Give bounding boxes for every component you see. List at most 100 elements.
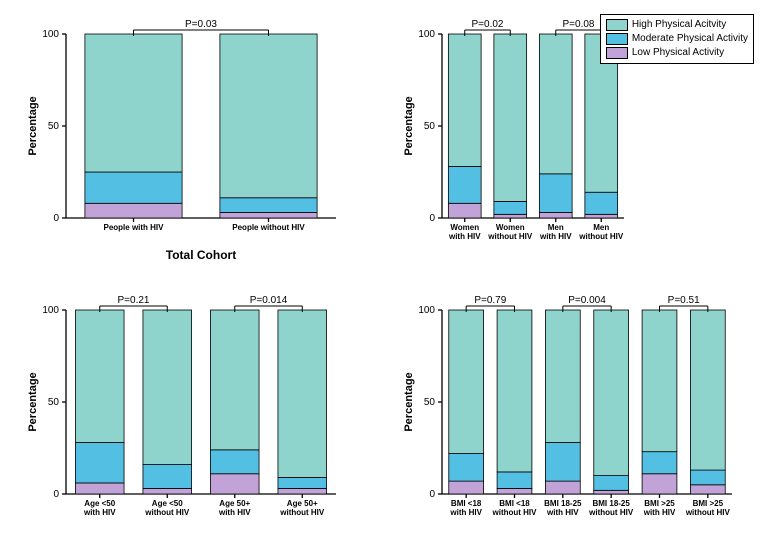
bar-mod (594, 476, 629, 491)
p-value-label: P=0.21 (118, 295, 150, 306)
p-value-label: P=0.51 (668, 295, 700, 306)
legend-label-high: High Physical Acitvity (632, 18, 726, 32)
x-tick-label: without HIV (487, 232, 533, 241)
x-tick-label: without HIV (685, 508, 731, 517)
x-tick-label: without HIV (144, 508, 190, 517)
bar-low (539, 212, 572, 218)
bar-mod (449, 454, 484, 482)
panel-p4: 050100PercentageBMI <18with HIVBMI <18wi… (398, 290, 738, 530)
y-axis-label: Percentage (403, 96, 415, 155)
x-tick-label: BMI <18 (499, 499, 530, 508)
bar-mod (497, 472, 532, 489)
bar-mod (494, 201, 527, 214)
bar-low (497, 488, 532, 494)
svg-text:100: 100 (418, 29, 435, 40)
p-value-label: P=0.004 (568, 295, 606, 306)
bar-high (642, 310, 677, 452)
legend-item-high: High Physical Acitvity (606, 18, 748, 32)
legend-item-low: Low Physical Activity (606, 46, 748, 60)
chart-p3: 050100PercentageAge <50with HIVAge <50wi… (22, 290, 342, 530)
bar-low (494, 214, 527, 218)
bar-mod (143, 465, 192, 489)
x-tick-label: BMI 18-25 (592, 499, 630, 508)
panel-p2: 050100PercentageWomenwith HIVWomenwithou… (398, 14, 630, 254)
bar-high (449, 310, 484, 454)
bar-mod (278, 477, 327, 488)
bar-mod (585, 192, 618, 214)
x-tick-label: with HIV (449, 508, 482, 517)
legend-label-moderate: Moderate Physical Activity (632, 32, 748, 46)
y-axis-label: Percentage (403, 372, 415, 431)
x-tick-label: with HIV (643, 508, 676, 517)
svg-text:50: 50 (48, 121, 60, 132)
svg-text:50: 50 (424, 397, 436, 408)
figure: { "colors":{ "high":"#8fd4cc", "moderate… (0, 0, 760, 541)
bar-high (448, 34, 481, 166)
bar-mod (642, 452, 677, 474)
legend-item-moderate: Moderate Physical Activity (606, 32, 748, 46)
svg-text:0: 0 (429, 489, 435, 500)
bar-low (449, 481, 484, 494)
bar-mod (220, 198, 317, 213)
y-axis-label: Percentage (27, 372, 39, 431)
bar-mod (85, 172, 182, 203)
bar-mod (539, 174, 572, 213)
x-tick-label: BMI 18-25 (544, 499, 582, 508)
bar-mod (545, 442, 580, 481)
x-tick-label: Women (450, 223, 479, 232)
bar-high (545, 310, 580, 442)
x-tick-label: BMI >25 (693, 499, 724, 508)
legend: High Physical Acitvity Moderate Physical… (600, 14, 754, 64)
panel-p3: 050100PercentageAge <50with HIVAge <50wi… (22, 290, 342, 530)
x-tick-label: with HIV (546, 508, 579, 517)
chart-p1: 050100PercentagePeople with HIVPeople wi… (22, 14, 342, 254)
p-value-label: P=0.02 (472, 19, 504, 30)
bar-mod (690, 470, 725, 485)
bar-high (220, 34, 317, 198)
svg-text:50: 50 (48, 397, 60, 408)
bar-low (143, 488, 192, 494)
p-value-label: P=0.08 (563, 19, 595, 30)
x-tick-label: BMI >25 (644, 499, 675, 508)
p-value-label: P=0.014 (250, 295, 288, 306)
svg-text:0: 0 (429, 213, 435, 224)
x-tick-label: Men (548, 223, 564, 232)
bar-high (278, 310, 327, 477)
bar-low (220, 212, 317, 218)
svg-text:100: 100 (42, 29, 59, 40)
bar-high (143, 310, 192, 465)
bar-low (278, 488, 327, 494)
bar-high (210, 310, 259, 450)
x-tick-label: Age 50+ (219, 499, 250, 508)
x-tick-label: People with HIV (103, 223, 164, 232)
legend-swatch-low (606, 47, 628, 59)
p-value-label: P=0.79 (474, 295, 506, 306)
x-tick-label: People without HIV (232, 223, 305, 232)
panel-subtitle: Total Cohort (66, 248, 336, 262)
bar-high (497, 310, 532, 472)
bar-low (690, 485, 725, 494)
x-tick-label: with HIV (218, 508, 251, 517)
x-tick-label: Men (593, 223, 609, 232)
x-tick-label: with HIV (83, 508, 116, 517)
panel-p1: 050100PercentagePeople with HIVPeople wi… (22, 14, 342, 254)
x-tick-label: Age 50+ (287, 499, 318, 508)
legend-swatch-high (606, 19, 628, 31)
p-value-label: P=0.03 (185, 19, 217, 30)
svg-text:100: 100 (42, 305, 59, 316)
bar-mod (75, 442, 124, 482)
x-tick-label: with HIV (539, 232, 572, 241)
y-axis-label: Percentage (27, 96, 39, 155)
bar-low (75, 483, 124, 494)
x-tick-label: with HIV (448, 232, 481, 241)
bar-high (494, 34, 527, 201)
x-tick-label: without HIV (492, 508, 538, 517)
svg-text:0: 0 (53, 489, 59, 500)
bar-high (594, 310, 629, 476)
bar-low (210, 474, 259, 494)
bar-low (85, 203, 182, 218)
bar-low (448, 203, 481, 218)
x-tick-label: Age <50 (152, 499, 183, 508)
bar-low (642, 474, 677, 494)
x-tick-label: without HIV (578, 232, 624, 241)
